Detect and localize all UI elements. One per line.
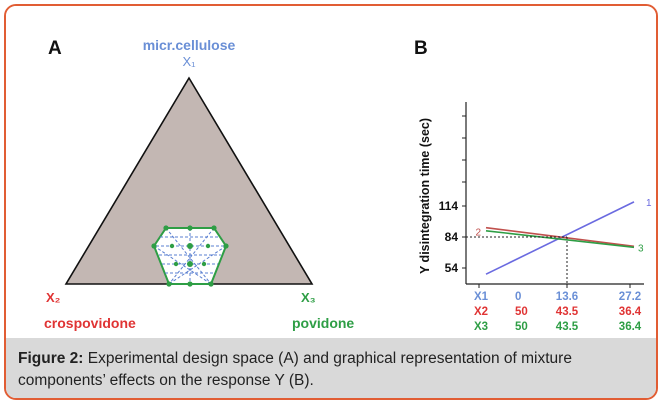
- series-mark-2: 2: [475, 228, 481, 239]
- y-tick-label: 54: [445, 261, 459, 275]
- table-cell: 50: [515, 306, 528, 318]
- table-cell: 36.4: [619, 306, 642, 318]
- left-vertex-var: X₂: [46, 290, 61, 305]
- table-cell: 13.6: [556, 291, 578, 303]
- figure-frame: A micr.cellulose X₁: [4, 4, 658, 400]
- table-cell: 50: [515, 321, 528, 333]
- y-tick-labels: 54 84 114: [439, 199, 466, 275]
- y-tick-label: 84: [445, 230, 459, 244]
- figure-svg: A micr.cellulose X₁: [44, 37, 652, 333]
- x-axis-ticks: [478, 284, 631, 288]
- panel-a-label: A: [48, 38, 62, 59]
- table-cell: 43.5: [556, 306, 579, 318]
- top-vertex-name: micr.cellulose: [143, 37, 236, 53]
- table-row-label: X1: [474, 291, 489, 303]
- panel-b-label: B: [414, 38, 428, 59]
- series-line-1: [485, 201, 635, 275]
- figure-caption: Figure 2: Experimental design space (A) …: [6, 338, 656, 398]
- left-vertex-name: crospovidone: [44, 315, 136, 331]
- figure-area: A micr.cellulose X₁: [6, 6, 656, 336]
- table-cell: 36.4: [619, 321, 642, 333]
- y-axis-minor-ticks: [462, 115, 466, 183]
- top-vertex-var: X₁: [182, 54, 196, 69]
- series-mark-1: 1: [646, 198, 652, 209]
- series-mark-3: 3: [638, 243, 644, 254]
- right-vertex-name: povidone: [292, 315, 354, 331]
- table-row-label: X3: [474, 321, 488, 333]
- y-axis-title: Y disintegration time (sec): [418, 118, 432, 274]
- y-tick-label: 114: [439, 199, 459, 213]
- table-cell: 27.2: [619, 291, 641, 303]
- series-line-3: [485, 230, 635, 249]
- caption-text: Experimental design space (A) and graphi…: [18, 350, 572, 389]
- table-cell: 0: [515, 291, 521, 303]
- table-cell: 43.5: [556, 321, 579, 333]
- caption-lead: Figure 2:: [18, 350, 84, 367]
- response-trace-lines: 1 2 3: [466, 198, 652, 284]
- right-vertex-var: X₃: [301, 290, 316, 305]
- table-row-label: X2: [474, 306, 488, 318]
- component-level-table: X1 0 13.6 27.2 X2 50 43.5 36.4 X3 50 43.5 36.4: [474, 291, 642, 333]
- design-space-region: [151, 225, 229, 287]
